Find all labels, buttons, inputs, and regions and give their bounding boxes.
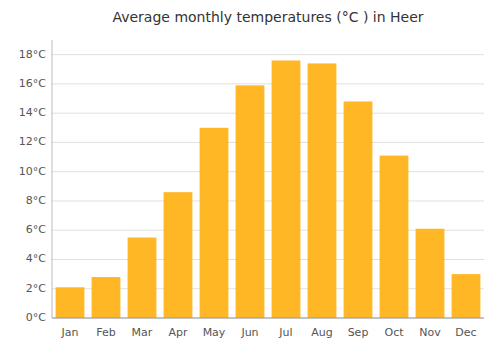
bar <box>308 63 337 318</box>
x-tick-label: Apr <box>168 326 188 339</box>
page: {"chart_data": {"type": "bar", "title": … <box>0 0 500 350</box>
bar <box>56 287 85 318</box>
y-tick-label: 8°C <box>26 194 46 207</box>
y-tick-label: 18°C <box>19 48 46 61</box>
x-tick-label: Feb <box>96 326 115 339</box>
y-tick-label: 16°C <box>19 77 46 90</box>
grid-line <box>52 200 484 201</box>
y-axis: 0°C 2°C 4°C 6°C 8°C 10°C 12°C 14°C 16°C 18°C <box>19 48 484 324</box>
grid-line <box>52 142 484 143</box>
x-axis: Jan Feb Mar Apr May Jun Jul Aug Sep Oct Nov Dec <box>52 318 484 339</box>
x-tick-label: Jun <box>240 326 258 339</box>
x-tick-label: Dec <box>455 326 476 339</box>
bar <box>128 238 157 318</box>
bar <box>344 101 373 318</box>
x-tick-label: Sep <box>348 326 369 339</box>
x-tick-label: Mar <box>132 326 153 339</box>
bar <box>92 277 121 318</box>
x-tick-label: May <box>203 326 226 339</box>
bars <box>56 60 481 318</box>
grid-line <box>52 318 484 319</box>
x-tick-label: Jan <box>61 326 79 339</box>
y-tick-label: 0°C <box>26 311 46 324</box>
x-tick-label: Jul <box>278 326 292 339</box>
chart-svg: Average monthly temperatures (°C ) in He… <box>0 0 500 350</box>
grid-line <box>52 113 484 114</box>
y-tick-label: 4°C <box>26 252 46 265</box>
grid-line <box>52 171 484 172</box>
y-tick-label: 6°C <box>26 223 46 236</box>
y-tick-label: 10°C <box>19 165 46 178</box>
grid-line <box>52 54 484 55</box>
chart-container: Average monthly temperatures (°C ) in He… <box>0 0 500 350</box>
chart-title: Average monthly temperatures (°C ) in He… <box>112 9 423 25</box>
x-tick-label: Oct <box>384 326 404 339</box>
bar <box>380 156 409 318</box>
y-tick-label: 12°C <box>19 135 46 148</box>
bar <box>452 274 481 318</box>
y-axis-line <box>52 40 53 318</box>
x-tick-label: Aug <box>311 326 332 339</box>
bar <box>164 192 193 318</box>
y-tick-label: 14°C <box>19 106 46 119</box>
x-tick-label: Nov <box>419 326 441 339</box>
bar <box>200 128 229 318</box>
x-axis-line <box>52 318 484 319</box>
bar <box>416 229 445 318</box>
grid-line <box>52 83 484 84</box>
bar <box>236 85 265 318</box>
y-tick-label: 2°C <box>26 282 46 295</box>
bar <box>272 60 301 318</box>
